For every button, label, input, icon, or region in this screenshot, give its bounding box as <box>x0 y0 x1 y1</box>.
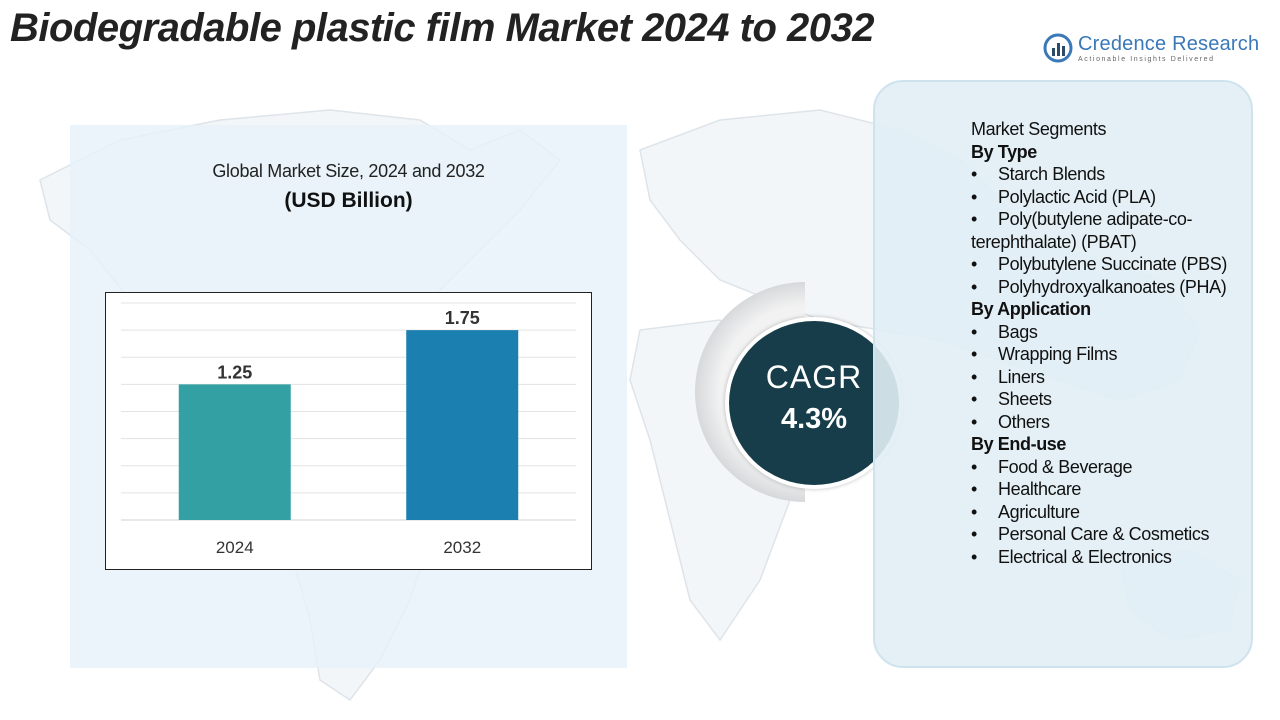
x-tick-label-2032: 2032 <box>443 538 481 557</box>
segment-item-label: Starch Blends <box>998 164 1105 184</box>
logo-tagline: Actionable Insights Delivered <box>1078 56 1215 63</box>
segment-item: • Personal Care & Cosmetics <box>971 523 1243 546</box>
bullet-icon: • <box>971 479 977 499</box>
data-label-2032: 1.75 <box>445 308 480 328</box>
bullet-icon: • <box>971 501 977 522</box>
bullet-icon: • <box>971 524 977 544</box>
segment-item: • Agriculture <box>971 501 1243 524</box>
segment-item-label: Wrapping Films <box>998 344 1118 364</box>
segment-item: • Liners <box>971 366 1243 389</box>
segment-item: • Sheets <box>971 388 1243 411</box>
chart-frame: 1.25 2024 1.75 2032 <box>105 292 592 570</box>
bullet-icon: • <box>971 186 977 207</box>
segment-item-label: Healthcare <box>998 479 1082 499</box>
segment-item: • Polylactic Acid (PLA) <box>971 186 1243 209</box>
bullet-icon: • <box>971 344 977 364</box>
bullet-icon: • <box>971 411 977 432</box>
segment-item-label: Liners <box>998 366 1045 387</box>
bar-2024 <box>178 384 291 520</box>
bullet-icon: • <box>971 366 977 387</box>
bar-chart: 1.25 2024 1.75 2032 <box>121 302 576 557</box>
data-label-2024: 1.25 <box>217 362 252 382</box>
bullet-icon: • <box>971 321 977 342</box>
x-tick-label-2024: 2024 <box>216 538 254 557</box>
segment-item-label: Sheets <box>998 389 1052 409</box>
segment-item-label: Food & Beverage <box>998 456 1133 477</box>
segment-item: • Polybutylene Succinate (PBS) <box>971 253 1243 276</box>
segment-item: • Food & Beverage <box>971 456 1243 479</box>
cagr-label: CAGR <box>765 359 863 395</box>
bar-2032 <box>406 330 519 520</box>
bullet-icon: • <box>971 456 977 477</box>
bullet-icon: • <box>971 164 977 184</box>
segment-item-label: Others <box>998 411 1050 432</box>
segment-item: • Others <box>971 411 1243 434</box>
segment-item: • Starch Blends <box>971 163 1243 186</box>
bullet-icon: • <box>971 389 977 409</box>
segment-item-label: Polyhydroxyalkanoates (PHA) <box>998 276 1227 297</box>
cagr-value: 4.3% <box>780 403 848 435</box>
market-segments-panel: Market Segments By Type • Starch Blends •… <box>873 80 1253 668</box>
segment-item: • Healthcare <box>971 478 1243 501</box>
segments-list: Market Segments By Type • Starch Blends •… <box>971 118 1243 568</box>
bullet-icon: • <box>971 546 977 567</box>
page-title: Biodegradable plastic film Market 2024 t… <box>10 6 875 50</box>
bullet-icon: • <box>971 254 977 274</box>
segment-item: • Bags <box>971 321 1243 344</box>
market-size-panel: Global Market Size, 2024 and 2032 (USD B… <box>70 125 627 668</box>
segment-group-title: By Application <box>971 299 1091 319</box>
segment-item-label: Polylactic Acid (PLA) <box>998 186 1156 207</box>
bullet-icon: • <box>971 276 977 297</box>
segment-item: • Polyhydroxyalkanoates (PHA) <box>971 276 1243 299</box>
segment-item-label: Bags <box>998 321 1038 342</box>
bullet-icon: • <box>971 209 977 229</box>
segment-item-label: Electrical & Electronics <box>998 546 1172 567</box>
chart-unit: (USD Billion) <box>284 189 413 212</box>
segment-item-label: Polybutylene Succinate (PBS) <box>998 254 1227 274</box>
segment-item: • Electrical & Electronics <box>971 546 1243 569</box>
segment-group-title: By Type <box>971 141 1037 162</box>
segment-item: • Wrapping Films <box>971 343 1243 366</box>
logo-mark-icon <box>1043 33 1073 63</box>
chart-heading: Global Market Size, 2024 and 2032 <box>212 161 485 181</box>
credence-research-logo: Credence Research Actionable Insights De… <box>1042 32 1262 68</box>
segments-heading: Market Segments <box>971 119 1107 139</box>
segment-item: • Poly(butylene adipate-co-terephthalate)… <box>971 208 1243 253</box>
segment-item-label: Personal Care & Cosmetics <box>998 524 1210 544</box>
segment-group-title: By End-use <box>971 434 1067 454</box>
segment-item-label: Poly(butylene adipate-co-terephthalate) … <box>971 209 1193 252</box>
logo-name: Credence Research <box>1078 33 1260 55</box>
segment-item-label: Agriculture <box>998 501 1080 522</box>
